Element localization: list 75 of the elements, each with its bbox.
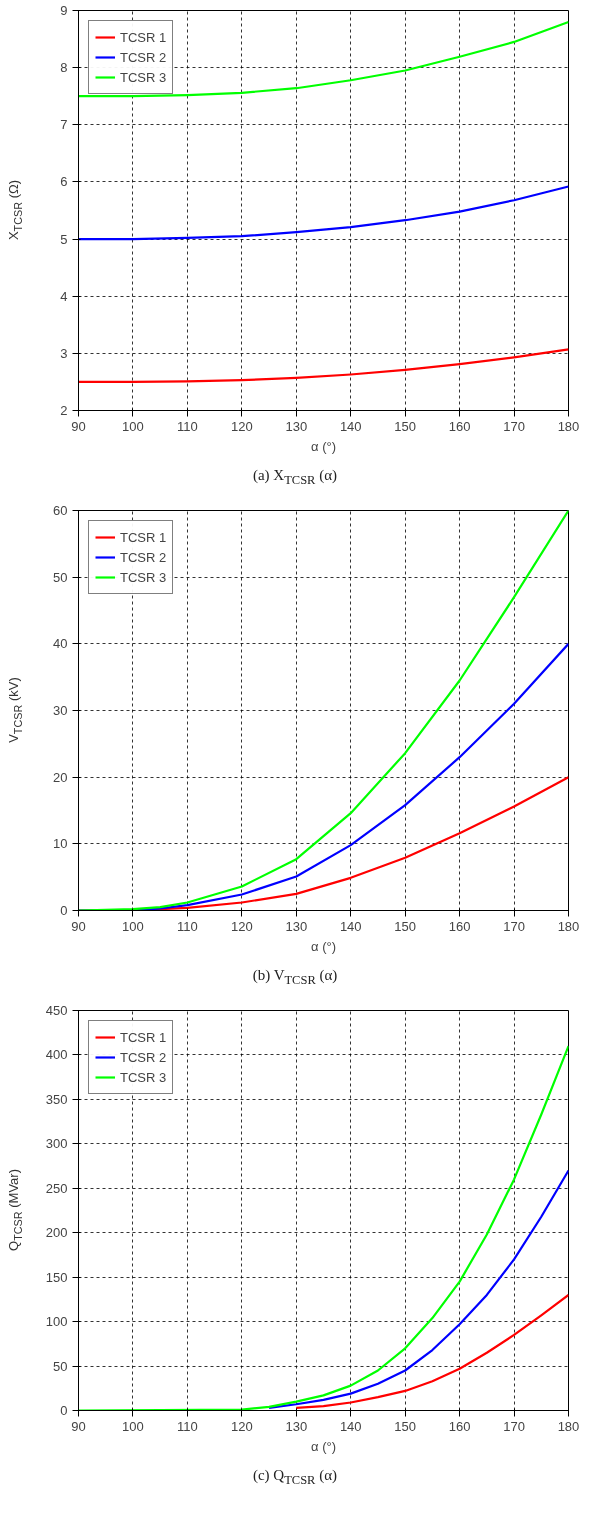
line-series — [78, 185, 569, 241]
x-tick-label: 160 — [448, 418, 471, 434]
x-tick-label: 100 — [122, 418, 144, 434]
y-tick-label: 300 — [45, 1136, 68, 1152]
text: (b) V$_{TCSR}$ (α) — [251, 966, 339, 989]
x-axis-title: α (°) — [311, 438, 336, 454]
x-tick-label: 140 — [339, 1418, 362, 1434]
x-tick-label: 140 — [339, 418, 362, 434]
text: (a) X$_{TCSR}$ (α) — [251, 466, 339, 489]
y-tick-label: 2 — [60, 403, 68, 418]
x-tick-label: 170 — [503, 418, 525, 434]
x-tick-label: 110 — [177, 418, 198, 434]
y-tick-label: 350 — [45, 1091, 68, 1107]
x-tick-label: 130 — [285, 1418, 308, 1434]
x-tick-label: 150 — [394, 918, 417, 934]
x-tick-label: 120 — [230, 918, 253, 934]
y-tick-label: 3 — [60, 345, 68, 361]
x-tick-label: 180 — [557, 918, 580, 934]
x-tick-label: 180 — [557, 418, 580, 434]
y-tick-label: 5 — [60, 231, 68, 247]
x-tick-label: 90 — [71, 1418, 86, 1434]
x-axis-title: α (°) — [311, 938, 336, 954]
x-tick-label: 130 — [285, 418, 308, 434]
legend-label: TCSR 3 — [120, 569, 167, 585]
x-tick-label: 110 — [177, 1418, 198, 1434]
y-tick-label: 400 — [45, 1047, 68, 1063]
legend-label: TCSR 1 — [120, 29, 167, 45]
text: (c) Q$_{TCSR}$ (α) — [251, 1466, 339, 1489]
x-tick-label: 100 — [122, 918, 144, 934]
x-tick-label: 140 — [339, 918, 362, 934]
y-tick-label: 40 — [53, 636, 68, 652]
x-tick-label: 180 — [557, 1418, 580, 1434]
y-tick-label: 10 — [53, 836, 68, 852]
legend-label: TCSR 1 — [120, 1029, 167, 1045]
y-tick-label: 100 — [45, 1314, 68, 1330]
y-tick-label: 50 — [53, 569, 68, 585]
x-tick-label: 160 — [448, 1418, 471, 1434]
x-tick-label: 100 — [122, 1418, 144, 1434]
x-tick-label: 170 — [503, 1418, 525, 1434]
y-tick-label: 50 — [53, 1358, 68, 1374]
legend-label: TCSR 2 — [120, 549, 167, 565]
legend-label: TCSR 2 — [120, 1049, 167, 1065]
y-tick-label: 4 — [60, 288, 68, 304]
x-tick-label: 150 — [394, 418, 417, 434]
x-tick-label: 120 — [230, 1418, 253, 1434]
x-tick-label: 150 — [394, 1418, 417, 1434]
x-tick-label: 170 — [503, 918, 525, 934]
x-tick-label: 110 — [177, 918, 198, 934]
y-tick-label: 30 — [53, 703, 68, 718]
y-tick-label: 250 — [45, 1180, 68, 1196]
y-tick-label: 6 — [60, 174, 68, 190]
line-series — [295, 1293, 569, 1409]
y-tick-label: 200 — [45, 1225, 68, 1241]
y-tick-label: 8 — [60, 60, 68, 76]
y-tick-label: 7 — [60, 117, 68, 133]
y-tick-label: 20 — [53, 769, 68, 785]
y-tick-label: 60 — [53, 503, 68, 518]
y-tick-label: 0 — [60, 1403, 68, 1418]
legend-label: TCSR 2 — [120, 49, 167, 65]
y-tick-label: 0 — [60, 903, 68, 918]
y-tick-label: 150 — [45, 1269, 68, 1285]
x-axis-title: α (°) — [311, 1438, 336, 1454]
x-tick-label: 90 — [71, 918, 86, 934]
legend-label: TCSR 1 — [120, 529, 167, 545]
x-tick-label: 160 — [448, 918, 471, 934]
line-series — [78, 20, 569, 98]
legend-label: TCSR 3 — [120, 69, 167, 85]
x-tick-label: 130 — [285, 918, 308, 934]
line-series — [78, 348, 569, 384]
legend-label: TCSR 3 — [120, 1069, 167, 1085]
y-tick-label: 9 — [60, 3, 68, 18]
x-tick-label: 90 — [71, 418, 86, 434]
line-series — [267, 1169, 569, 1409]
x-tick-label: 120 — [230, 418, 253, 434]
y-tick-label: 450 — [45, 1003, 68, 1018]
